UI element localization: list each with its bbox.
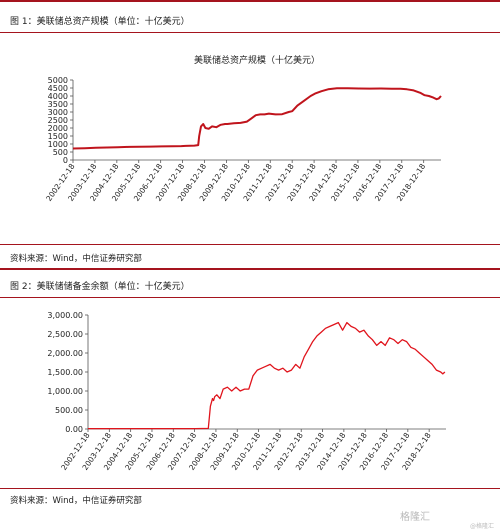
chart-2-y-tick-label: 3,000.00 bbox=[47, 311, 83, 320]
chart-2-series-line bbox=[88, 321, 446, 430]
chart-1-series-line bbox=[72, 87, 442, 150]
figure-2-source-rule bbox=[0, 488, 500, 489]
chart-1-y-tick-label: 1000 bbox=[48, 140, 68, 149]
chart-1-y-tick-label: 500 bbox=[53, 148, 68, 157]
chart-1-y-tick-label: 0 bbox=[63, 156, 68, 165]
chart-2-y-tick-label: 2,500.00 bbox=[47, 330, 83, 339]
chart-1-y-tick-label: 4000 bbox=[48, 92, 68, 101]
chart-2-svg: 0.00 500.00 1,000.00 1,500.00 2,000.00 2,500.… bbox=[47, 311, 446, 472]
figure-2-source: 资料来源：Wind，中信证券研究部 bbox=[10, 496, 142, 506]
watermark-small-text: @格隆汇 bbox=[470, 523, 495, 530]
figure-1-source: 资料来源：Wind，中信证券研究部 bbox=[10, 254, 142, 264]
chart-2-y-tick-label: 0.00 bbox=[65, 425, 83, 434]
figure-2-caption-rule bbox=[0, 297, 500, 298]
figure-2-caption: 图 2：美联储储备金余额（单位：十亿美元） bbox=[10, 282, 190, 292]
chart-1-y-tick-label: 2000 bbox=[48, 124, 68, 133]
chart-1-title: 美联储总资产规模（十亿美元） bbox=[194, 54, 320, 66]
chart-1-y-tick-label: 4500 bbox=[48, 84, 68, 93]
chart-1-y-tick-label: 5000 bbox=[48, 76, 68, 85]
chart-1-y-tick-label: 3500 bbox=[48, 100, 68, 109]
chart-1-y-tick-label: 1500 bbox=[48, 132, 68, 141]
figure-1-caption: 图 1：美联储总资产规模（单位：十亿美元） bbox=[10, 17, 190, 27]
chart-2-y-tick-label: 1,500.00 bbox=[47, 368, 83, 377]
chart-1-y-tick-label: 3000 bbox=[48, 108, 68, 117]
figure-1-source-rule bbox=[0, 244, 500, 245]
chart-1: 美联储总资产规模（十亿美元） 0 500 1000 1500 2000 2500 3000 35… bbox=[0, 33, 500, 243]
chart-2-y-tick-label: 1,000.00 bbox=[47, 387, 83, 396]
watermark-text: 格隆汇 bbox=[400, 512, 430, 523]
chart-2: 0.00 500.00 1,000.00 1,500.00 2,000.00 2,500.… bbox=[0, 298, 500, 488]
chart-2-y-tick-label: 500.00 bbox=[55, 406, 83, 415]
top-rule bbox=[0, 0, 500, 2]
figure-2-top-rule bbox=[0, 268, 500, 270]
chart-1-svg: 美联储总资产规模（十亿美元） 05001000150020002500300035… bbox=[44, 54, 442, 203]
chart-1-y-tick-label: 2500 bbox=[48, 116, 68, 125]
figure-1-caption-rule bbox=[0, 32, 500, 33]
chart-2-y-tick-label: 2,000.00 bbox=[47, 349, 83, 358]
